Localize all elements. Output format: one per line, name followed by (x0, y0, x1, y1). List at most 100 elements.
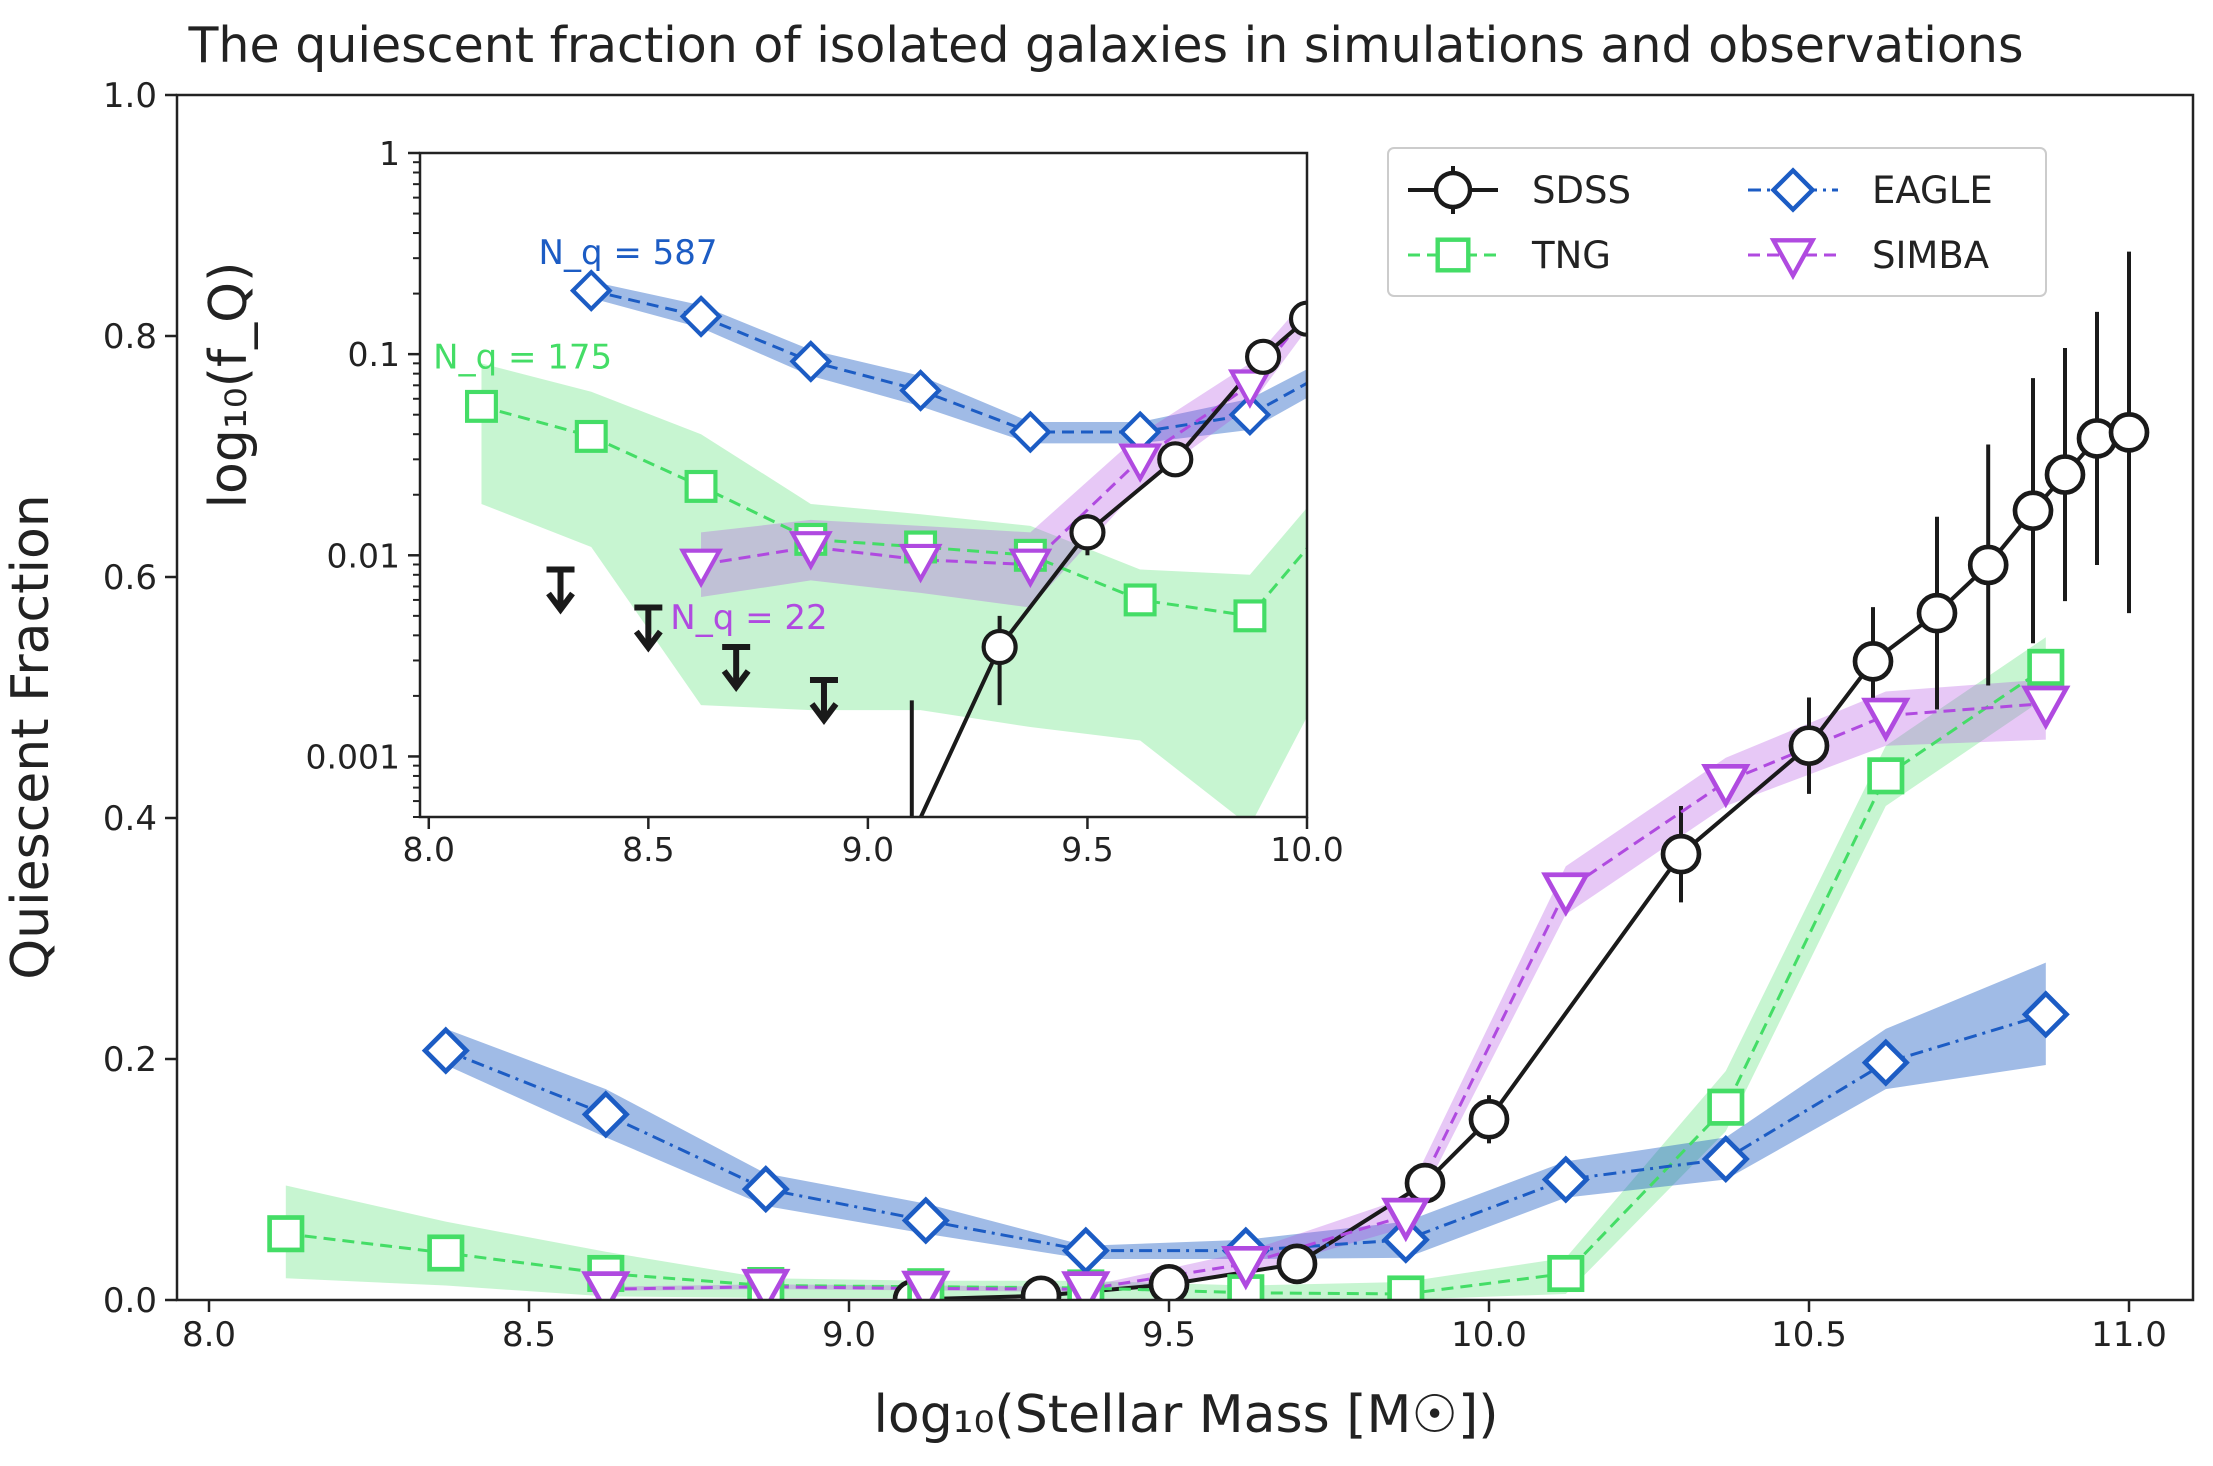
legend-eagle-marker (1770, 167, 1816, 213)
inset-x-tick-label: 8.5 (622, 830, 674, 869)
legend: SDSS TNG EAGLE SIMBA (1387, 147, 2047, 297)
inset-tng-count-annotation: N_q = 175 (433, 337, 612, 377)
main-x-tick-label: 10.0 (1451, 1315, 1527, 1355)
legend-box (1387, 147, 2047, 297)
legend-simba-label: SIMBA (1872, 234, 1989, 277)
main-y-tick-label: 1.0 (103, 76, 157, 116)
main-y-tick-label: 0.8 (103, 317, 157, 357)
inset-y-tick-label: 0.01 (327, 536, 400, 575)
inset-tng-marker (1123, 583, 1157, 617)
inset-sdss-marker (896, 820, 928, 852)
main-sdss-marker (1020, 1275, 1062, 1300)
y-axis-label: Quiescent Fraction (1, 494, 61, 979)
main-eagle-marker (1701, 1135, 1750, 1184)
main-x-tick-label: 8.5 (502, 1315, 556, 1355)
main-x-tick-label: 11.0 (2091, 1315, 2167, 1355)
main-tng-marker (1707, 1088, 1745, 1126)
inset-y-axis-label: log₁₀(f_Q) (199, 262, 259, 509)
inset-upper-limit-arrow (809, 676, 839, 725)
inset-simba-count-annotation: N_q = 22 (670, 598, 827, 638)
main-eagle-marker (1541, 1155, 1590, 1204)
main-tng-marker (427, 1234, 465, 1272)
legend-eagle-label: EAGLE (1872, 169, 1993, 212)
main-eagle-line (445, 1012, 2047, 1253)
inset-x-tick-label: 8.0 (403, 830, 455, 869)
inset-eagle-marker (679, 295, 723, 338)
main-simba-marker (1701, 763, 1751, 809)
chart-title: The quiescent fraction of isolated galax… (188, 17, 2024, 74)
inset-x-tick-label: 9.5 (1061, 830, 1113, 869)
main-simba-marker (901, 1270, 951, 1300)
main-y-tick-label: 0.6 (103, 558, 157, 598)
main-y-tick-label: 0.2 (103, 1040, 157, 1080)
legend-simba-marker (1769, 238, 1817, 281)
main-eagle-marker (901, 1196, 950, 1245)
main-y-tick-label: 0.0 (103, 1281, 157, 1321)
main-plot: 8.0 8.5 9.0 9.5 10.0 10.5 11.00.00.20.40.60.81… (103, 76, 2195, 1355)
inset-simba-band (701, 297, 1307, 608)
inset-y-tick-label: 0.1 (348, 335, 400, 374)
main-x-tick-label: 9.0 (822, 1315, 876, 1355)
main-tng-marker (1867, 757, 1905, 795)
inset-sdss-marker (981, 628, 1018, 666)
main-sdss-marker (2044, 454, 2086, 495)
main-frame (175, 93, 2195, 1302)
inset-eagle-marker (1009, 410, 1052, 454)
main-y-tick-label: 0.4 (103, 799, 157, 839)
inset-tng-marker (464, 389, 498, 423)
inset-frame (418, 151, 1309, 819)
main-tng-marker (1387, 1275, 1425, 1300)
x-axis-label: log₁₀(Stellar Mass [M☉]) (873, 1385, 1498, 1445)
inset-simba-marker (1118, 443, 1163, 483)
inset-y-tick-label: 1 (379, 134, 400, 173)
inset-simba-marker (898, 543, 943, 584)
main-x-tick-label: 8.0 (182, 1315, 236, 1355)
inset-eagle-band (591, 281, 1307, 444)
legend-item-eagle: EAGLE (1748, 167, 1993, 213)
main-simba-marker (1061, 1271, 1111, 1300)
main-sdss-marker (1788, 725, 1830, 767)
main-sdss-marker (1660, 833, 1702, 875)
inset-eagle-marker (1341, 336, 1378, 373)
inset-x-tick-label: 10.0 (1270, 830, 1343, 869)
inset-eagle-marker (789, 340, 833, 383)
inset-upper-limit-arrow (633, 604, 663, 653)
inset-x-tick-label: 9.0 (842, 830, 894, 869)
main-eagle-band (445, 962, 2046, 1260)
main-simba-marker (741, 1268, 791, 1300)
main-eagle-marker (1061, 1226, 1110, 1275)
inset-tng-marker (574, 419, 608, 453)
inset-simba-marker (1341, 233, 1378, 266)
inset-sdss-marker (1245, 338, 1282, 375)
main-eagle-marker (421, 1026, 470, 1075)
inset-tng-marker (1233, 599, 1267, 633)
inset-plot: 8.0 8.5 9.0 9.5 10.0 0.001 0.01 0.1 1 N_q = 587 N_… (306, 134, 1378, 869)
main-simba-marker (1861, 697, 1911, 743)
inset-eagle-marker (569, 269, 613, 312)
legend-sdss-label: SDSS (1532, 169, 1631, 212)
main-eagle-marker (741, 1165, 790, 1214)
main-simba-marker (1541, 872, 1591, 917)
main-simba-band (605, 679, 2046, 1293)
inset-simba-marker (1008, 548, 1053, 589)
main-sdss-marker (2012, 490, 2054, 532)
legend-tng-label: TNG (1531, 234, 1611, 277)
inset-background (420, 153, 1307, 817)
main-x-tick-label: 9.5 (1142, 1315, 1196, 1355)
inset-tng-marker (684, 469, 718, 503)
inset-eagle-count-annotation: N_q = 587 (539, 233, 718, 273)
main-plot-area (267, 251, 2150, 1300)
main-simba-marker (1221, 1245, 1271, 1291)
main-tng-marker (267, 1215, 305, 1253)
inset-plot-area (464, 233, 1378, 852)
main-simba-marker (2021, 685, 2071, 731)
inset-sdss-marker (1157, 441, 1194, 478)
inset-sdss-marker (1288, 300, 1307, 337)
legend-item-tng: TNG (1408, 234, 1611, 277)
inset-y-tick-label: 0.001 (306, 737, 400, 776)
inset-tng-marker (1345, 472, 1374, 501)
inset-simba-marker (1227, 369, 1272, 409)
inset-simba-marker (788, 531, 833, 571)
